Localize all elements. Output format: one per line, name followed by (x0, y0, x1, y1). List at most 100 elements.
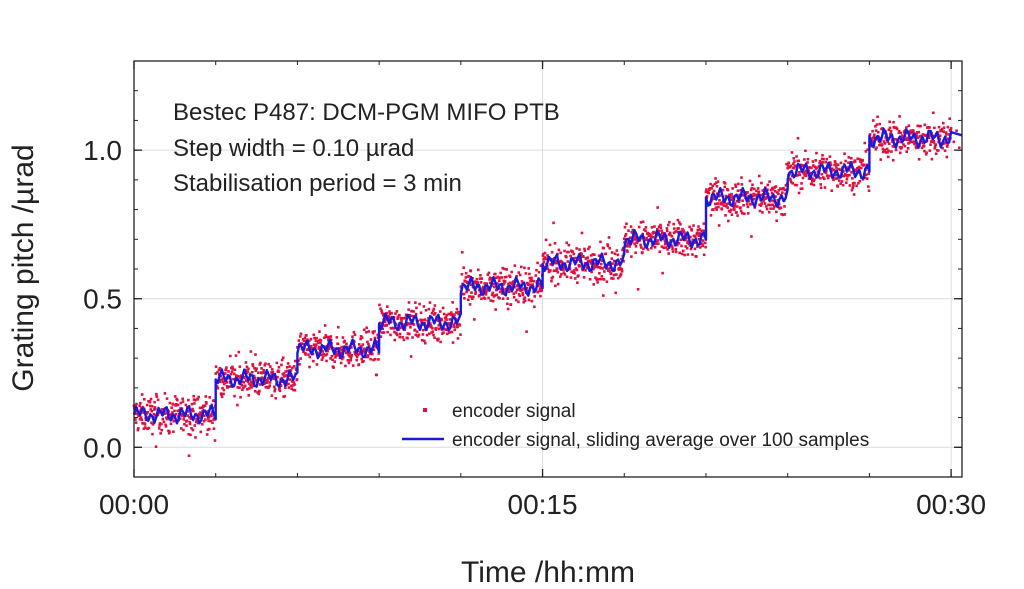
data-point (893, 126, 896, 130)
data-point (187, 432, 191, 436)
data-point (746, 212, 750, 215)
data-point (575, 268, 579, 272)
data-point (173, 409, 176, 413)
data-point (731, 195, 735, 199)
data-point (362, 328, 366, 332)
data-point (705, 188, 708, 191)
data-point (220, 395, 224, 399)
data-point (272, 374, 275, 378)
data-point (589, 262, 593, 265)
data-point (701, 244, 705, 248)
data-point (868, 133, 872, 136)
data-point (767, 203, 770, 207)
data-point (512, 292, 516, 295)
data-point (897, 129, 901, 133)
data-point (841, 183, 845, 187)
data-point (886, 155, 890, 159)
data-point (771, 203, 775, 207)
data-point (718, 194, 722, 197)
data-point (481, 287, 484, 290)
data-point (736, 189, 740, 193)
data-point (850, 188, 854, 192)
data-point (800, 187, 804, 190)
data-point (188, 422, 192, 426)
data-point (493, 294, 497, 297)
data-point (847, 161, 850, 164)
data-point (182, 428, 185, 432)
data-point (545, 257, 549, 261)
data-point (784, 183, 788, 187)
data-point (266, 379, 269, 382)
data-point (367, 342, 370, 346)
data-point (273, 385, 276, 389)
data-point (876, 115, 879, 119)
data-point (594, 262, 598, 266)
data-point (141, 421, 144, 425)
data-point (749, 203, 752, 206)
data-point (735, 211, 738, 214)
data-point (565, 241, 569, 245)
data-point (453, 328, 457, 332)
data-point (255, 367, 258, 370)
data-point (667, 223, 670, 227)
data-point (494, 276, 498, 280)
data-point (802, 171, 805, 175)
data-point (586, 256, 589, 259)
data-point (790, 151, 794, 154)
data-point (349, 358, 353, 362)
data-point (850, 171, 853, 174)
data-point (224, 368, 228, 371)
data-point (600, 277, 603, 281)
data-point (814, 159, 818, 162)
data-point (316, 341, 320, 345)
data-point (848, 173, 851, 177)
data-point (443, 327, 446, 331)
data-point (280, 363, 283, 367)
data-point (765, 207, 769, 211)
data-point (698, 246, 702, 249)
data-point (619, 272, 623, 276)
data-point (609, 272, 613, 275)
data-point (141, 405, 145, 409)
data-point (428, 322, 432, 325)
data-point (336, 342, 340, 346)
data-point (323, 324, 327, 327)
data-point (430, 311, 434, 315)
data-point (135, 402, 138, 406)
data-point (415, 306, 418, 310)
data-point (836, 163, 840, 167)
data-point (804, 149, 807, 153)
data-point (307, 339, 311, 343)
data-point (788, 165, 792, 169)
data-point (320, 353, 324, 357)
data-point (734, 185, 738, 189)
data-point (445, 313, 449, 317)
data-point (595, 278, 599, 281)
data-point (563, 273, 567, 276)
data-point (847, 156, 851, 159)
data-point (646, 248, 650, 251)
data-point (750, 186, 754, 190)
data-point (640, 236, 643, 240)
data-point (774, 195, 777, 198)
data-point (559, 251, 562, 255)
data-point (460, 272, 464, 276)
data-point (731, 187, 734, 190)
data-point (524, 272, 528, 275)
data-point (949, 127, 953, 130)
data-point (438, 310, 442, 313)
data-point (689, 247, 693, 251)
data-point (683, 231, 686, 234)
data-point (771, 188, 775, 191)
data-point (733, 204, 737, 208)
data-point (299, 357, 302, 360)
data-point (932, 141, 936, 144)
legend-label-line: encoder signal, sliding average over 100… (452, 430, 869, 451)
data-point (197, 395, 200, 399)
data-point (400, 319, 403, 323)
data-point (585, 264, 588, 267)
data-point (317, 345, 321, 349)
data-point (928, 149, 932, 152)
data-point (913, 142, 916, 146)
data-point (775, 201, 779, 205)
